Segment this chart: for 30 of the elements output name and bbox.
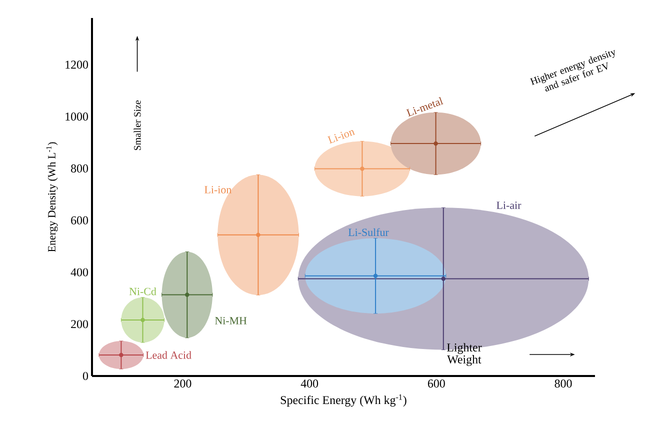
y-tick-label: 400 [70,268,88,276]
x-tick-label: 400 [300,380,318,388]
y-axis-title: Energy Density (Wh L$^{-1}$) [46,142,58,252]
text: Li-ion [204,186,232,194]
annotation: Lighter Weight [446,343,482,366]
text: Li-air [496,202,522,209]
text: Li-Sulfur [348,228,389,236]
text: Ni-MH [215,317,247,324]
y-tick-label: 1000 [66,112,88,121]
point [441,276,446,281]
text: Ni-Cd [129,288,156,296]
y-tick-label: 600 [71,216,88,224]
annotation: Higher energy density and safer for EV [530,50,615,92]
y-tick-label: 1200 [66,60,88,69]
y-tick-label: 800 [71,164,88,172]
text: Li-ion [327,130,356,144]
x-tick-label: 600 [428,380,445,388]
point [373,274,378,278]
y-tick-label: 200 [71,320,88,328]
text: Lead Acid [146,351,192,359]
y-tick-label: 0 [82,372,88,380]
point [256,232,260,238]
point [434,141,438,146]
x-tick-label: 200 [174,380,192,388]
point [118,352,124,358]
x-tick-label: 800 [554,380,572,388]
point [360,166,364,171]
annotation: Smaller Size [134,100,141,150]
point [184,292,190,297]
x-axis-title: Specific Energy (Wh kg$^{-1}$) [280,394,406,407]
